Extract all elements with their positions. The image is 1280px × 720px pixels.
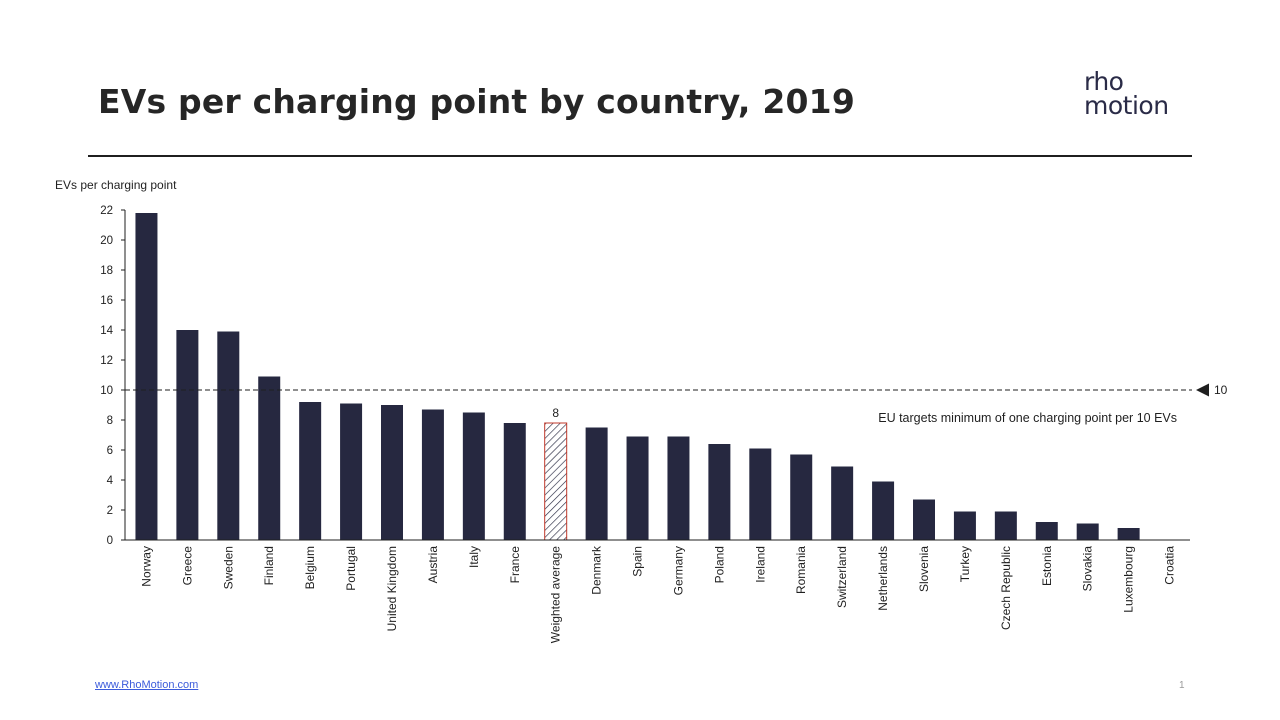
x-tick-label: Italy xyxy=(467,546,481,568)
x-tick-label: Switzerland xyxy=(835,546,849,608)
x-tick-label: United Kingdom xyxy=(385,546,399,631)
bar-italy xyxy=(462,412,485,540)
bar-austria xyxy=(421,409,444,540)
x-tick-label: Denmark xyxy=(590,545,604,595)
bar-denmark xyxy=(585,427,608,540)
x-tick-label: France xyxy=(508,546,522,584)
bar-germany xyxy=(667,436,690,540)
bar-czech-republic xyxy=(994,511,1017,540)
x-tick-label: Germany xyxy=(671,546,685,595)
y-tick-label: 0 xyxy=(107,535,113,547)
bar-ireland xyxy=(749,448,772,540)
y-tick-label: 2 xyxy=(107,505,113,517)
bar-finland xyxy=(258,376,281,540)
y-axis-ticks: 0 2 4 6 8 10 12 14 16 18 20 22 xyxy=(100,205,125,547)
bar-weighted-average xyxy=(544,422,568,541)
bar-luxembourg xyxy=(1117,528,1140,540)
weighted-average-data-label: 8 xyxy=(552,406,559,420)
x-tick-label: Portugal xyxy=(344,546,358,591)
x-tick-label: Turkey xyxy=(958,546,972,582)
y-tick-label: 18 xyxy=(100,265,113,277)
eu-target-annotation: EU targets minimum of one charging point… xyxy=(878,411,1177,425)
y-tick-label: 14 xyxy=(100,325,113,337)
page-title: EVs per charging point by country, 2019 xyxy=(98,82,855,121)
bar-turkey xyxy=(953,511,976,540)
bar-belgium xyxy=(299,402,322,540)
bar-sweden xyxy=(217,331,240,540)
footer-website-link[interactable]: www.RhoMotion.com xyxy=(95,679,199,691)
bar-switzerland xyxy=(831,466,854,540)
bar-slovenia xyxy=(913,499,935,540)
bars xyxy=(135,213,1140,541)
x-tick-label: Czech Republic xyxy=(999,546,1013,630)
x-tick-label: Ireland xyxy=(753,546,767,583)
y-tick-label: 8 xyxy=(107,415,113,427)
x-tick-label: Greece xyxy=(180,546,194,586)
x-tick-label: Sweden xyxy=(221,546,235,589)
rho-motion-logo: rho motion xyxy=(1084,67,1194,120)
x-tick-label: Poland xyxy=(712,546,726,583)
logo-line-rho: rho xyxy=(1084,67,1124,96)
bar-slovakia xyxy=(1076,523,1099,540)
x-tick-label: Norway xyxy=(139,546,153,587)
y-axis-label: EVs per charging point xyxy=(55,178,177,192)
bar-poland xyxy=(708,444,731,540)
y-tick-label: 12 xyxy=(100,355,113,367)
y-tick-label: 20 xyxy=(100,235,113,247)
logo-line-motion: motion xyxy=(1084,91,1169,120)
bar-portugal xyxy=(340,403,363,540)
y-tick-label: 16 xyxy=(100,295,113,307)
x-tick-label: Finland xyxy=(262,546,276,585)
bar-norway xyxy=(135,213,158,540)
x-tick-label: Slovenia xyxy=(917,546,931,592)
y-tick-label: 6 xyxy=(107,445,113,457)
x-tick-label: Luxembourg xyxy=(1122,546,1136,613)
title-divider xyxy=(88,155,1192,157)
reference-arrow-icon xyxy=(1196,383,1209,397)
bar-spain xyxy=(626,436,649,540)
y-tick-label: 22 xyxy=(100,205,113,217)
bar-netherlands xyxy=(872,481,895,540)
page-number: 1 xyxy=(1179,680,1185,691)
x-tick-label: Croatia xyxy=(1163,546,1177,585)
x-axis-labels: Norway Greece Sweden Finland Belgium Portugal… xyxy=(139,545,1176,643)
x-tick-label: Weighted average xyxy=(549,546,563,644)
reference-value-label: 10 xyxy=(1214,383,1228,397)
y-tick-label: 10 xyxy=(100,385,113,397)
bar-romania xyxy=(790,454,813,540)
x-tick-label: Belgium xyxy=(303,546,317,589)
y-tick-label: 4 xyxy=(107,475,114,487)
bar-united-kingdom xyxy=(381,405,403,540)
x-tick-label: Romania xyxy=(794,546,808,594)
x-tick-label: Slovakia xyxy=(1081,546,1095,592)
x-tick-label: Spain xyxy=(631,546,645,577)
x-tick-label: Austria xyxy=(426,546,440,584)
x-tick-label: Estonia xyxy=(1040,546,1054,586)
x-tick-label: Netherlands xyxy=(876,546,890,611)
bar-estonia xyxy=(1035,522,1058,540)
bar-greece xyxy=(176,330,199,540)
bar-france xyxy=(503,423,526,540)
